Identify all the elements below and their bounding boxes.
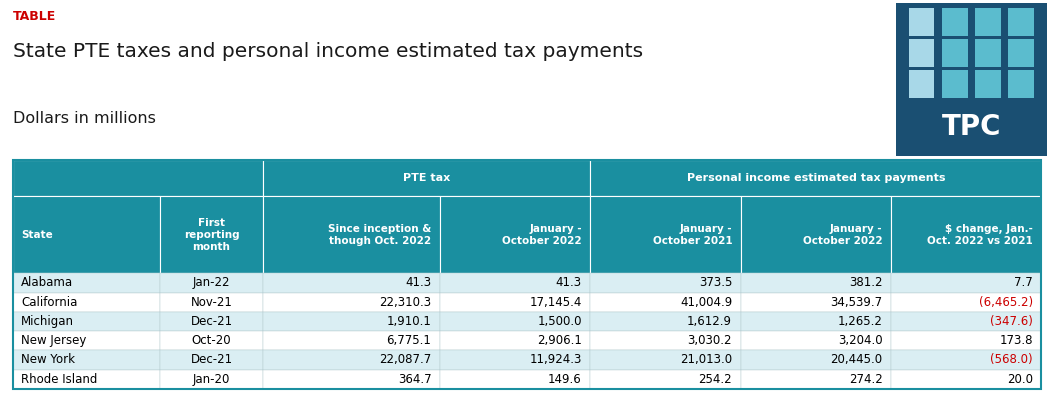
Text: 3,204.0: 3,204.0 [838, 334, 882, 347]
Text: (347.6): (347.6) [990, 315, 1033, 328]
Text: Personal income estimated tax payments: Personal income estimated tax payments [686, 173, 945, 183]
Text: Dec-21: Dec-21 [191, 315, 233, 328]
Text: State PTE taxes and personal income estimated tax payments: State PTE taxes and personal income esti… [13, 42, 643, 61]
Text: 21,013.0: 21,013.0 [680, 354, 733, 366]
Text: 20,445.0: 20,445.0 [831, 354, 882, 366]
Text: 22,087.7: 22,087.7 [379, 354, 431, 366]
Text: 254.2: 254.2 [699, 373, 733, 386]
Text: Nov-21: Nov-21 [191, 296, 233, 308]
Text: (568.0): (568.0) [991, 354, 1033, 366]
Text: 149.6: 149.6 [548, 373, 582, 386]
Text: $ change, Jan.-
Oct. 2022 vs 2021: $ change, Jan.- Oct. 2022 vs 2021 [928, 224, 1033, 246]
Text: 381.2: 381.2 [850, 276, 882, 289]
Text: Oct-20: Oct-20 [192, 334, 231, 347]
Text: 41,004.9: 41,004.9 [680, 296, 733, 308]
Text: 6,775.1: 6,775.1 [387, 334, 431, 347]
Text: 173.8: 173.8 [999, 334, 1033, 347]
Text: Alabama: Alabama [21, 276, 73, 289]
Text: 2,906.1: 2,906.1 [536, 334, 582, 347]
Text: TABLE: TABLE [13, 10, 56, 23]
Text: 373.5: 373.5 [699, 276, 733, 289]
Text: Dec-21: Dec-21 [191, 354, 233, 366]
Text: 22,310.3: 22,310.3 [379, 296, 431, 308]
Text: January -
October 2021: January - October 2021 [652, 224, 733, 246]
Text: 41.3: 41.3 [406, 276, 431, 289]
Text: (6,465.2): (6,465.2) [979, 296, 1033, 308]
Text: Rhode Island: Rhode Island [21, 373, 97, 386]
Text: 1,265.2: 1,265.2 [838, 315, 882, 328]
Text: California: California [21, 296, 77, 308]
Text: January -
October 2022: January - October 2022 [803, 224, 882, 246]
Text: 7.7: 7.7 [1014, 276, 1033, 289]
Text: 1,910.1: 1,910.1 [387, 315, 431, 328]
Text: 274.2: 274.2 [848, 373, 882, 386]
Text: 20.0: 20.0 [1007, 373, 1033, 386]
Text: January -
October 2022: January - October 2022 [502, 224, 582, 246]
Text: Jan-20: Jan-20 [193, 373, 230, 386]
Text: Since inception &
though Oct. 2022: Since inception & though Oct. 2022 [328, 224, 431, 246]
Text: New Jersey: New Jersey [21, 334, 86, 347]
Text: 364.7: 364.7 [397, 373, 431, 386]
Text: TPC: TPC [941, 113, 1001, 141]
Text: Jan-22: Jan-22 [193, 276, 230, 289]
Text: 34,539.7: 34,539.7 [831, 296, 882, 308]
Text: Dollars in millions: Dollars in millions [13, 111, 156, 126]
Text: 3,030.2: 3,030.2 [687, 334, 733, 347]
Text: 17,145.4: 17,145.4 [529, 296, 582, 308]
Text: Michigan: Michigan [21, 315, 74, 328]
Text: 1,500.0: 1,500.0 [538, 315, 582, 328]
Text: 1,612.9: 1,612.9 [687, 315, 733, 328]
Text: First
reporting
month: First reporting month [183, 218, 239, 251]
Text: 41.3: 41.3 [555, 276, 582, 289]
Text: New York: New York [21, 354, 75, 366]
Text: 11,924.3: 11,924.3 [529, 354, 582, 366]
Text: PTE tax: PTE tax [403, 173, 450, 183]
Text: State: State [21, 230, 53, 240]
